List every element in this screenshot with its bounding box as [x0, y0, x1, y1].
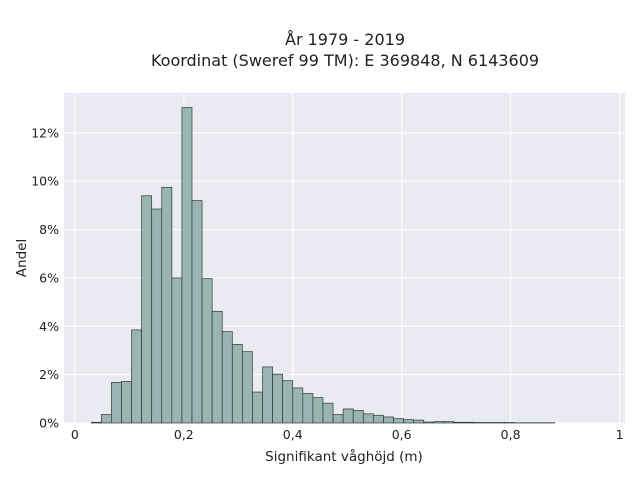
histogram-bar-21	[303, 394, 313, 423]
x-tick-label-3: 0,6	[392, 427, 412, 442]
histogram-bar-32	[414, 420, 424, 423]
chart-title-line-2: Koordinat (Sweref 99 TM): E 369848, N 61…	[151, 51, 539, 70]
histogram-bar-0	[91, 422, 101, 423]
x-tick-label-1: 0,2	[174, 427, 194, 442]
y-tick-label-0: 0%	[39, 416, 59, 431]
x-axis-label: Signifikant våghöjd (m)	[265, 448, 423, 465]
histogram-bar-6	[152, 209, 162, 423]
histogram-bar-36	[454, 422, 464, 423]
histogram-bar-23	[323, 403, 333, 423]
histogram-bar-30	[394, 419, 404, 423]
histogram-bar-29	[383, 417, 393, 423]
x-tick-label-4: 0,8	[501, 427, 521, 442]
histogram-bar-18	[273, 374, 283, 423]
histogram-bar-11	[202, 279, 212, 423]
y-tick-label-1: 2%	[39, 367, 59, 382]
y-tick-label-2: 4%	[39, 319, 59, 334]
histogram-bar-9	[182, 108, 192, 423]
y-tick-label-3: 6%	[39, 270, 59, 285]
histogram-bar-35	[444, 422, 454, 423]
histogram-bar-26	[353, 410, 363, 423]
histogram-bar-1	[101, 415, 111, 423]
histogram-bar-15	[242, 352, 252, 423]
x-tick-label-2: 0,4	[283, 427, 303, 442]
histogram-bar-4	[132, 330, 142, 423]
histogram-bar-17	[263, 367, 273, 423]
histogram-bar-13	[222, 332, 232, 423]
y-axis-label: Andel	[14, 239, 30, 277]
histogram-bar-34	[434, 422, 444, 423]
histogram-bar-5	[142, 196, 152, 423]
histogram-bar-25	[343, 409, 353, 423]
histogram-bar-10	[192, 201, 202, 423]
histogram-bar-3	[121, 381, 131, 423]
y-tick-label-5: 10%	[31, 174, 59, 189]
histogram-bar-14	[232, 344, 242, 423]
histogram-bar-22	[313, 398, 323, 423]
histogram-bar-2	[111, 382, 121, 423]
histogram-bar-24	[333, 415, 343, 423]
histogram-bar-27	[363, 414, 373, 423]
x-tick-label-5: 1	[616, 427, 624, 442]
histogram-bar-16	[252, 392, 262, 423]
histogram-bar-31	[404, 420, 414, 423]
histogram-bar-20	[293, 388, 303, 423]
histogram-bar-33	[424, 422, 434, 423]
chart-title-line-1: År 1979 - 2019	[285, 30, 405, 49]
histogram-bar-8	[172, 278, 182, 423]
histogram-bar-28	[373, 415, 383, 423]
x-tick-label-0: 0	[71, 427, 79, 442]
y-tick-label-4: 8%	[39, 222, 59, 237]
histogram-bar-12	[212, 311, 222, 423]
histogram-bar-19	[283, 381, 293, 423]
histogram-bar-7	[162, 187, 172, 423]
y-tick-label-6: 12%	[31, 125, 59, 140]
histogram-bar-37	[464, 422, 474, 423]
